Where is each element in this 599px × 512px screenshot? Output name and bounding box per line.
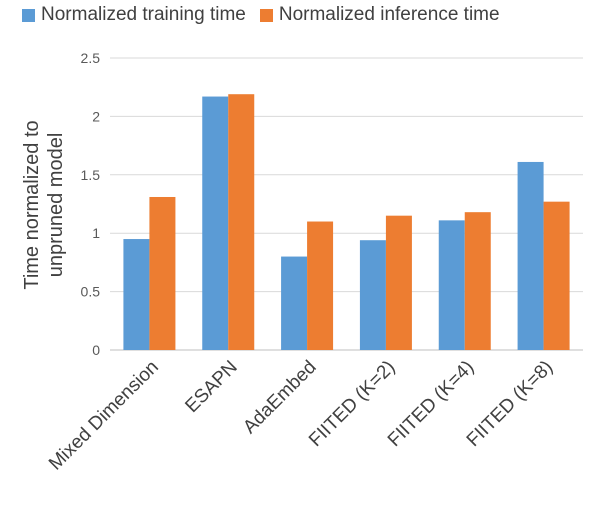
y-axis-title-line: Time normalized to <box>21 120 43 289</box>
legend-label-training: Normalized training time <box>41 4 246 25</box>
legend-item-inference: Normalized inference time <box>259 4 500 26</box>
legend: Normalized training time Normalized infe… <box>22 4 514 26</box>
y-tick-label: 0.5 <box>81 284 101 300</box>
bar-training <box>202 96 229 350</box>
y-axis-title: Time normalized to unpruned model <box>21 120 67 289</box>
y-tick-label: 0 <box>92 342 100 358</box>
bar-training <box>123 239 150 350</box>
bar-inference <box>543 201 570 350</box>
y-tick-label: 1.5 <box>81 167 101 183</box>
legend-swatch-inference <box>259 8 273 22</box>
y-tick-label: 2.5 <box>81 50 101 66</box>
bar-inference <box>149 196 176 350</box>
bar-training <box>438 220 465 350</box>
y-tick-label: 1 <box>92 225 100 241</box>
x-tick-label: Mixed Dimension <box>45 357 163 475</box>
bar-inference <box>385 215 412 350</box>
y-axis-title-line: unpruned model <box>45 133 67 278</box>
bar-training <box>517 161 544 350</box>
legend-swatch-training <box>22 8 35 22</box>
x-tick-label: AdaEmbed <box>239 357 320 438</box>
x-tick-label: ESAPN <box>181 357 241 417</box>
bar-training <box>359 240 386 350</box>
legend-label-inference: Normalized inference time <box>278 4 500 25</box>
bar-inference <box>228 94 255 350</box>
bar-training <box>281 256 308 350</box>
legend-item-training: Normalized training time <box>22 4 246 26</box>
bar-inference <box>464 212 491 350</box>
bar-inference <box>307 221 334 350</box>
y-tick-label: 2 <box>92 108 100 124</box>
